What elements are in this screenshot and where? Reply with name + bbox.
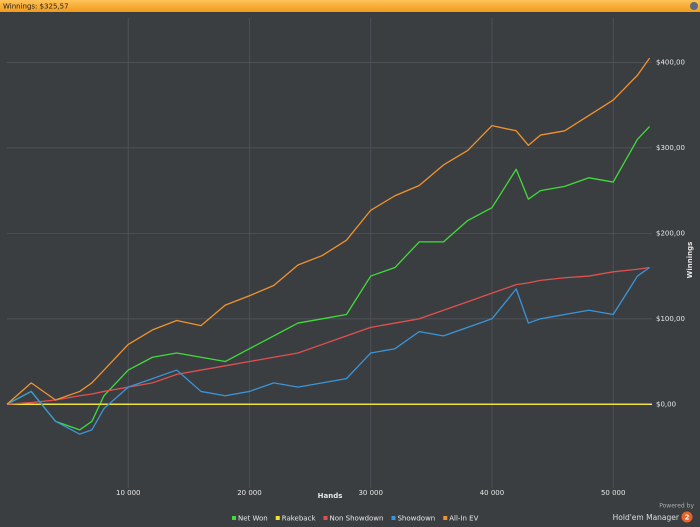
y-axis-label: Winnings bbox=[686, 242, 694, 279]
x-tick-label: 30 000 bbox=[358, 489, 383, 497]
y-tick-label: $300,00 bbox=[656, 144, 685, 152]
legend-swatch bbox=[232, 516, 236, 520]
legend-label: Net Won bbox=[238, 515, 268, 523]
legend-label: Showdown bbox=[397, 515, 435, 523]
brand-version: 2 bbox=[685, 514, 690, 522]
chart-title: Winnings: $325,57 bbox=[3, 3, 69, 11]
legend-label: Non Showdown bbox=[330, 515, 384, 523]
series-line bbox=[6, 126, 651, 431]
legend-swatch bbox=[275, 516, 280, 520]
legend-label: Rakeback bbox=[282, 515, 317, 523]
x-tick-label: 40 000 bbox=[480, 489, 505, 497]
legend-swatch bbox=[323, 516, 328, 520]
y-tick-label: $100,00 bbox=[656, 315, 685, 323]
powered-by: Powered by bbox=[659, 503, 694, 510]
brand-name: Hold'em Manager bbox=[613, 513, 680, 522]
y-tick-label: $200,00 bbox=[656, 229, 685, 237]
series-line bbox=[6, 266, 650, 405]
brand-badge bbox=[681, 511, 693, 523]
y-tick-label: $0,00 bbox=[656, 400, 676, 408]
series-line bbox=[6, 266, 650, 435]
legend-swatch bbox=[391, 516, 396, 520]
help-icon[interactable] bbox=[690, 2, 698, 10]
series-line bbox=[6, 57, 651, 405]
title-bar bbox=[0, 0, 700, 12]
x-tick-label: 20 000 bbox=[237, 489, 262, 497]
x-axis-label: Hands bbox=[318, 492, 343, 500]
x-tick-label: 50 000 bbox=[601, 489, 626, 497]
legend-swatch bbox=[443, 516, 448, 520]
y-tick-label: $400,00 bbox=[656, 58, 685, 66]
legend-label: All-In EV bbox=[449, 515, 478, 523]
x-tick-label: 10 000 bbox=[116, 489, 141, 497]
